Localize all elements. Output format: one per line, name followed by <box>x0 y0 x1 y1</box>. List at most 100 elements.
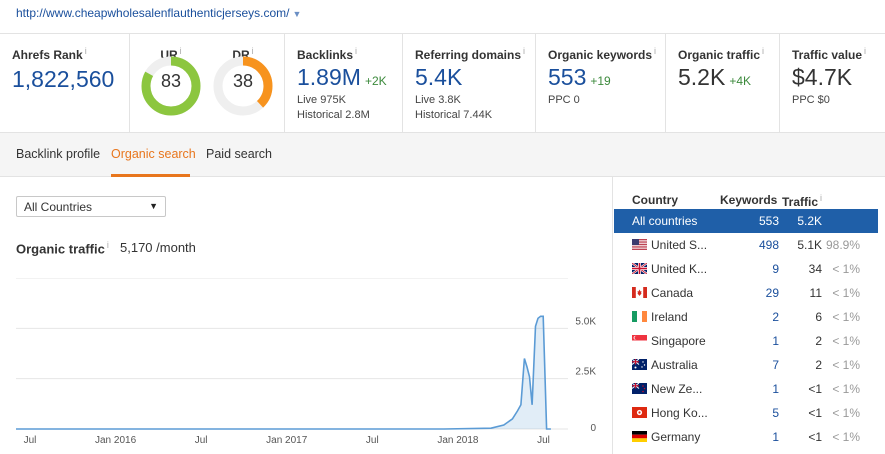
au-flag-icon <box>632 359 647 370</box>
chart-title: Organic traffic <box>16 241 105 257</box>
metric-traffic-value: Traffic value i $4.7K PPC $0 <box>780 34 885 133</box>
ur-ring <box>141 56 201 116</box>
country-row[interactable]: Hong Ko... 5 <1 < 1% <box>614 401 878 425</box>
x-tick-label: Jul <box>195 435 208 446</box>
x-tick-label: Jul <box>366 435 379 446</box>
country-breakdown: Country Keywords Traffic i All countries 5… <box>612 177 885 454</box>
traffic-count: <1 <box>808 406 822 420</box>
keyword-count[interactable]: 7 <box>772 358 779 372</box>
referring-domains-value[interactable]: 5.4K <box>415 64 463 90</box>
backlinks-historical: Historical 2.8M <box>297 109 370 121</box>
country-select[interactable]: All Countries ▼ <box>16 196 166 217</box>
backlinks-delta: +2K <box>364 74 387 88</box>
site-url-dropdown[interactable]: http://www.cheapwholesalenflauthenticjer… <box>16 6 301 20</box>
traffic-share: < 1% <box>832 286 860 300</box>
country-header: Country <box>632 193 678 207</box>
info-icon[interactable]: i <box>654 46 657 56</box>
dr-ring <box>213 56 273 116</box>
tab-backlink-profile[interactable]: Backlink profile <box>16 147 101 161</box>
keyword-count[interactable]: 2 <box>772 310 779 324</box>
country-name: All countries <box>632 214 698 228</box>
info-icon[interactable]: i <box>523 46 526 56</box>
metrics-bar: Ahrefs Rank i 1,822,560 UR i 83 DR i 38 Bac… <box>0 33 885 133</box>
backlinks-value[interactable]: 1.89M <box>297 64 361 90</box>
metric-label: Organic traffic <box>678 48 761 62</box>
traffic-share: < 1% <box>832 358 860 372</box>
site-url[interactable]: http://www.cheapwholesalenflauthenticjer… <box>16 6 290 20</box>
traffic-count: 6 <box>815 310 822 324</box>
organic-keywords-delta: +19 <box>590 74 611 88</box>
referring-domains-live: Live 3.8K <box>415 94 461 106</box>
info-icon[interactable]: i <box>762 46 765 56</box>
y-tick-label: 5.0K <box>575 316 596 327</box>
keyword-count[interactable]: 29 <box>765 286 779 300</box>
traffic-share: < 1% <box>832 406 860 420</box>
ur-value: 83 <box>160 71 182 91</box>
keyword-count[interactable]: 9 <box>772 262 779 276</box>
us-flag-icon <box>632 239 647 250</box>
traffic-count: <1 <box>808 382 822 396</box>
info-icon[interactable]: i <box>251 46 254 56</box>
dr-value: 38 <box>232 71 254 91</box>
tab-paid-search[interactable]: Paid search <box>206 147 273 161</box>
chevron-down-icon[interactable]: ▼ <box>292 9 302 19</box>
organic-keywords-value[interactable]: 553 <box>548 64 587 90</box>
country-row[interactable]: Ireland 2 6 < 1% <box>614 305 878 329</box>
info-icon[interactable]: i <box>864 46 867 56</box>
keyword-count[interactable]: 553 <box>758 214 779 228</box>
keyword-count[interactable]: 498 <box>758 238 779 252</box>
y-tick-label: 2.5K <box>575 367 596 378</box>
country-row[interactable]: Singapore 1 2 < 1% <box>614 329 878 353</box>
country-row[interactable]: United S... 498 5.1K 98.9% <box>614 233 878 257</box>
keyword-count[interactable]: 5 <box>772 406 779 420</box>
dr-gauge: DR i 38 <box>209 38 277 128</box>
report-tabs: Backlink profile Organic search Paid sea… <box>0 133 885 177</box>
info-icon[interactable]: i <box>84 46 87 56</box>
x-tick-label: Jan 2016 <box>95 435 137 446</box>
country-row[interactable]: Canada 29 11 < 1% <box>614 281 878 305</box>
info-icon[interactable]: i <box>355 46 358 56</box>
country-row[interactable]: Germany 1 <1 < 1% <box>614 425 878 449</box>
metric-organic-keywords: Organic keywords i 553 +19 PPC 0 <box>536 34 666 133</box>
country-name: Germany <box>651 430 701 444</box>
country-row[interactable]: All countries 553 5.2K <box>614 209 878 233</box>
info-icon[interactable]: i <box>179 46 182 56</box>
traffic-count: 2 <box>815 358 822 372</box>
traffic-share: < 1% <box>832 262 860 276</box>
metric-ahrefs-rank: Ahrefs Rank i 1,822,560 <box>0 34 130 133</box>
keyword-count[interactable]: 1 <box>772 430 779 444</box>
country-row[interactable]: New Ze... 1 <1 < 1% <box>614 377 878 401</box>
ahrefs-rank-value[interactable]: 1,822,560 <box>12 66 115 92</box>
uk-flag-icon <box>632 263 647 274</box>
country-name: New Ze... <box>651 382 703 396</box>
traffic-header: Traffic <box>782 195 819 209</box>
ur-gauge: UR i 83 <box>137 38 205 128</box>
traffic-area <box>16 316 551 429</box>
country-name: Ireland <box>651 310 688 324</box>
organic-traffic-value: 5.2K <box>678 64 726 90</box>
organic-traffic-delta: +4K <box>729 74 752 88</box>
traffic-value-value: $4.7K <box>792 64 853 90</box>
keyword-count[interactable]: 1 <box>772 334 779 348</box>
info-icon[interactable]: i <box>106 240 109 250</box>
country-row[interactable]: Australia 7 2 < 1% <box>614 353 878 377</box>
referring-domains-historical: Historical 7.44K <box>415 109 493 121</box>
traffic-count: 34 <box>808 262 822 276</box>
metric-referring-domains: Referring domains i 5.4K Live 3.8K Histor… <box>403 34 536 133</box>
organic-traffic-monthly: 5,170 /month <box>120 240 196 255</box>
sg-flag-icon <box>632 335 647 346</box>
x-tick-label: Jul <box>24 435 37 446</box>
country-row[interactable]: United K... 9 34 < 1% <box>614 257 878 281</box>
ie-flag-icon <box>632 311 647 322</box>
hk-flag-icon <box>632 407 647 418</box>
info-icon[interactable]: i <box>820 193 823 203</box>
country-name: Australia <box>651 358 698 372</box>
country-name: Singapore <box>651 334 706 348</box>
country-select-value: All Countries <box>24 200 93 214</box>
traffic-count: 5.2K <box>797 214 822 228</box>
ca-flag-icon <box>632 287 647 298</box>
keyword-count[interactable]: 1 <box>772 382 779 396</box>
traffic-count: 11 <box>809 286 822 300</box>
tab-organic-search[interactable]: Organic search <box>111 147 196 161</box>
